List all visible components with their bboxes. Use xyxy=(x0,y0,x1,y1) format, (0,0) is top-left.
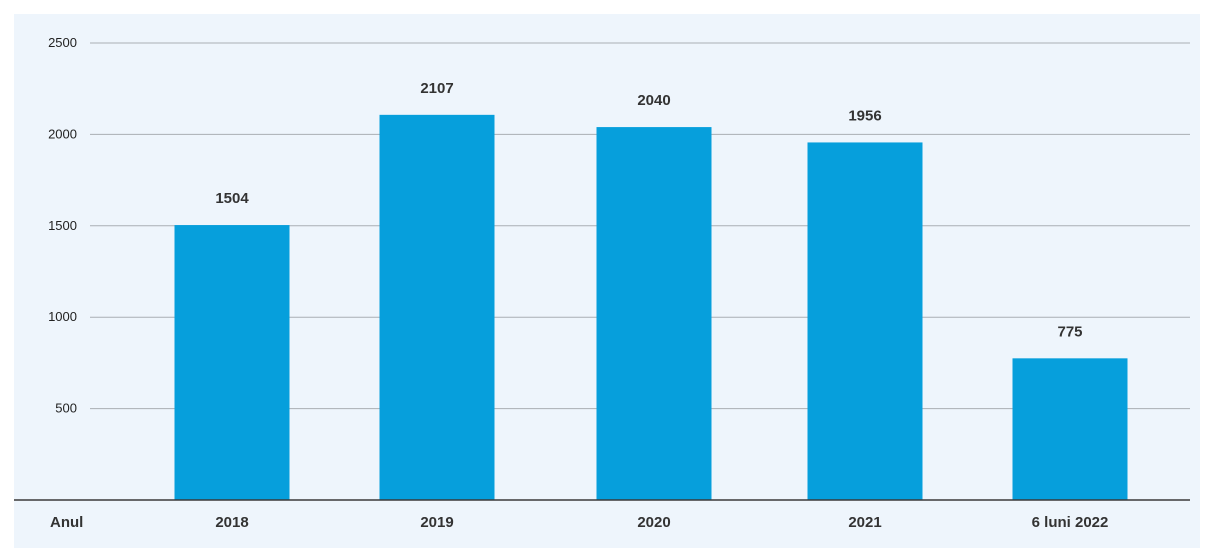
y-tick-label: 2500 xyxy=(48,35,77,50)
category-label: 6 luni 2022 xyxy=(1032,514,1109,531)
category-label: 2020 xyxy=(637,514,670,531)
value-label: 2107 xyxy=(420,80,453,97)
value-label: 1504 xyxy=(215,190,249,207)
value-labels: 1504 2107 2040 1956 775 xyxy=(215,80,1082,340)
category-label: 2021 xyxy=(848,514,881,531)
bar xyxy=(1012,358,1128,500)
category-label: 2019 xyxy=(420,514,453,531)
bar xyxy=(379,114,495,501)
y-tick-label: 1500 xyxy=(48,218,77,233)
y-tick-label: 1000 xyxy=(48,309,77,324)
value-label: 1956 xyxy=(848,107,881,124)
y-tick-label: 500 xyxy=(55,401,77,416)
x-axis-title: Anul xyxy=(50,514,83,531)
y-tick-labels: 500 1000 1500 2000 2500 xyxy=(48,35,77,416)
y-tick-label: 2000 xyxy=(48,126,77,141)
value-label: 775 xyxy=(1057,323,1082,340)
bars xyxy=(174,114,1128,501)
category-labels: 2018 2019 2020 2021 6 luni 2022 xyxy=(215,514,1108,531)
category-label: 2018 xyxy=(215,514,248,531)
bar xyxy=(807,142,923,500)
bar xyxy=(596,127,712,500)
value-label: 2040 xyxy=(637,92,670,109)
bar xyxy=(174,225,290,501)
